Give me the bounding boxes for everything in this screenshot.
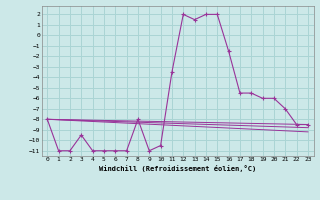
X-axis label: Windchill (Refroidissement éolien,°C): Windchill (Refroidissement éolien,°C) <box>99 165 256 172</box>
